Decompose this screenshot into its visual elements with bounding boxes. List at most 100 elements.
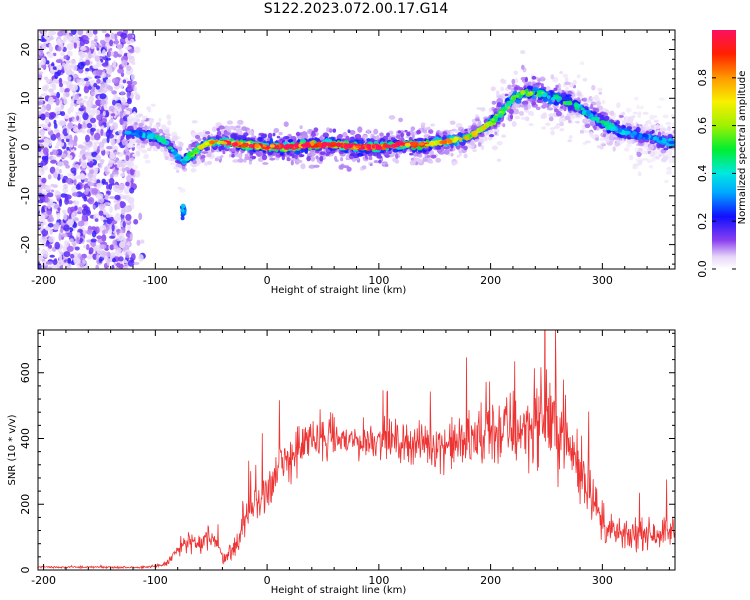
heatmap-cell (82, 229, 87, 236)
heatmap-cell (190, 143, 194, 148)
heatmap-cell (58, 233, 62, 241)
heatmap-cell (595, 137, 599, 142)
heatmap-cell (397, 130, 401, 134)
heatmap-cell (344, 150, 349, 154)
heatmap-cell (111, 90, 117, 95)
heatmap-cell (418, 153, 423, 158)
heatmap-cell (584, 140, 591, 144)
heatmap-cell (79, 172, 85, 180)
heatmap-cell (235, 125, 241, 129)
heatmap-cell (106, 258, 110, 266)
heatmap-cell (99, 256, 105, 262)
heatmap-cell (178, 141, 184, 148)
heatmap-cell (129, 140, 134, 146)
heatmap-cell (47, 52, 54, 58)
heatmap-cell (86, 99, 92, 108)
heatmap-cell (124, 194, 131, 201)
heatmap-cell (48, 88, 54, 93)
heatmap-cell (38, 139, 45, 143)
heatmap-cell (554, 108, 559, 113)
heatmap-cell (295, 131, 301, 137)
heatmap-cell (559, 128, 565, 132)
heatmap-cell (237, 158, 244, 163)
heatmap-cell (94, 55, 101, 62)
heatmap-cell (90, 89, 95, 97)
heatmap-cell (276, 135, 281, 139)
heatmap-cell (77, 61, 85, 70)
heatmap-cell (236, 154, 243, 158)
heatmap-cell (41, 64, 46, 69)
heatmap-cell (76, 100, 81, 105)
heatmap-cell (47, 204, 51, 210)
heatmap-cell (310, 156, 316, 162)
heatmap-cell (89, 169, 94, 174)
heatmap-cell (204, 161, 209, 166)
heatmap-cell (90, 43, 95, 50)
heatmap-cell (502, 123, 506, 128)
heatmap-cell (632, 111, 638, 115)
heatmap-cell (398, 117, 403, 123)
heatmap-cell (582, 97, 587, 102)
heatmap-cell (78, 107, 85, 112)
heatmap-cell (535, 82, 542, 86)
heatmap-cell (650, 124, 655, 129)
heatmap-cell (90, 127, 96, 132)
heatmap-cell (45, 112, 50, 118)
heatmap-cell (621, 111, 626, 116)
heatmap-cell (67, 76, 72, 81)
heatmap-cell (647, 119, 651, 124)
heatmap-cell (105, 130, 111, 138)
heatmap-cell (93, 82, 98, 88)
heatmap-cell (190, 168, 197, 173)
heatmap-cell (70, 98, 75, 103)
heatmap-cell (106, 213, 110, 218)
heatmap-cell (58, 77, 63, 84)
heatmap-cell (106, 145, 113, 150)
heatmap-cell (112, 257, 116, 263)
heatmap-cell (460, 145, 466, 149)
heatmap-cell (96, 78, 101, 84)
heatmap-cell (98, 163, 103, 169)
heatmap-cell (273, 128, 280, 133)
heatmap-cell (582, 77, 588, 82)
heatmap-cell (40, 106, 45, 113)
heatmap-cell (657, 131, 662, 137)
heatmap-cell (41, 177, 47, 184)
heatmap-cell (491, 145, 498, 151)
heatmap-cell (497, 95, 504, 98)
heatmap-cell (64, 240, 70, 246)
heatmap-cell (63, 224, 70, 232)
heatmap-cell (96, 114, 102, 121)
heatmap-cell (131, 203, 135, 210)
heatmap-cell (258, 136, 263, 143)
heatmap-cell (83, 245, 87, 249)
heatmap-cell (56, 64, 63, 71)
heatmap-cell (109, 235, 116, 239)
heatmap-cell (38, 254, 43, 262)
heatmap-cell (52, 264, 58, 268)
heatmap-cell (451, 161, 456, 166)
heatmap-cell (49, 228, 53, 235)
heatmap-cell (443, 149, 450, 155)
heatmap-cell (120, 91, 125, 96)
heatmap-cell (45, 78, 51, 84)
heatmap-cell (81, 160, 88, 169)
heatmap-cell (590, 134, 596, 139)
heatmap-cell (222, 150, 226, 155)
heatmap-cell (50, 183, 55, 188)
heatmap-cell (126, 91, 131, 99)
heatmap-cell (379, 132, 384, 137)
heatmap-cell (92, 30, 98, 35)
heatmap-cell (124, 145, 129, 153)
heatmap-cell (130, 73, 136, 81)
heatmap-cell (96, 128, 100, 134)
heatmap-cell (595, 100, 602, 106)
heatmap-cell (373, 160, 379, 164)
heatmap-cell (442, 131, 447, 135)
heatmap-cell (113, 174, 119, 178)
heatmap-cell (127, 251, 133, 255)
heatmap-cell (475, 118, 480, 122)
heatmap-cell (69, 238, 74, 242)
heatmap-cell (306, 156, 311, 162)
heatmap-cell (366, 129, 371, 135)
